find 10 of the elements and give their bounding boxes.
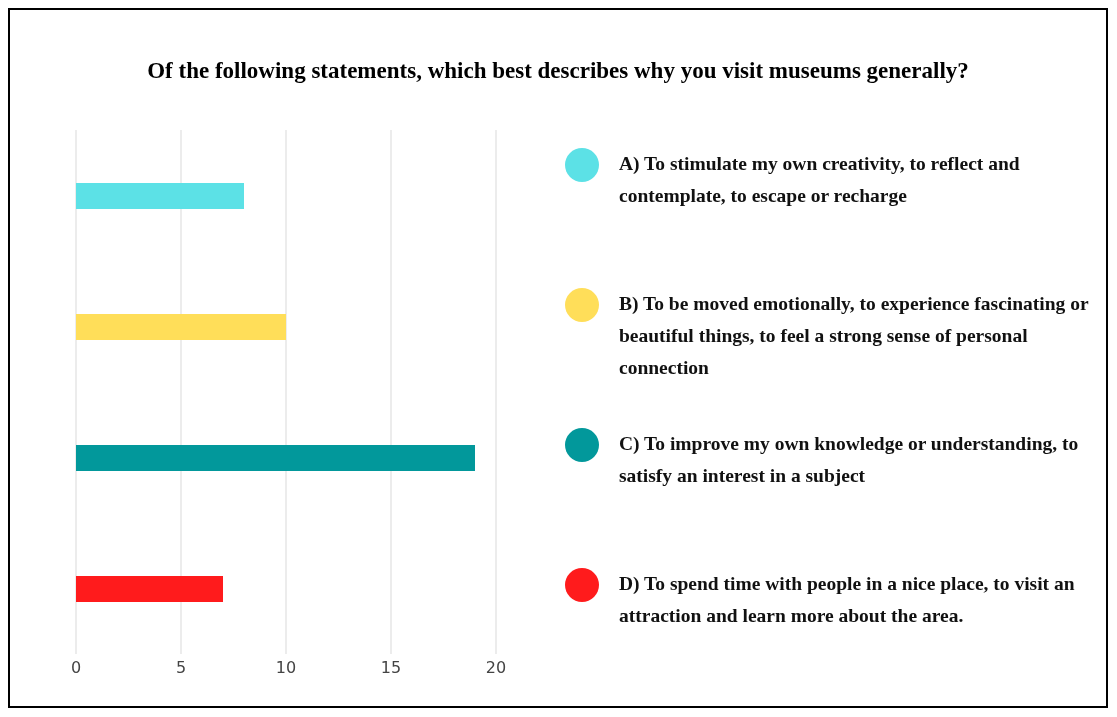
x-tick-label: 20 [485, 658, 507, 678]
x-tick-label: 15 [380, 658, 402, 678]
x-tick-label: 10 [275, 658, 297, 678]
legend-label: B) To be moved emotionally, to experience fascinating or beautiful things, to feel a strong sense of personal connection [619, 292, 1089, 380]
text: Of the following statements, which best describes why you visit museums generally? [146, 58, 970, 84]
legend-label: D) To spend time with people in a nice place, to visit an attraction and learn more about the area. [619, 572, 1076, 628]
legend-label: A) To stimulate my own creativity, to reflect and contemplate, to escape or recharge [619, 152, 1021, 208]
x-tick-label: 5 [175, 658, 187, 678]
legend-label: C) To improve my own knowledge or understanding, to satisfy an interest in a subject [619, 432, 1080, 488]
x-tick-label: 0 [70, 658, 82, 678]
